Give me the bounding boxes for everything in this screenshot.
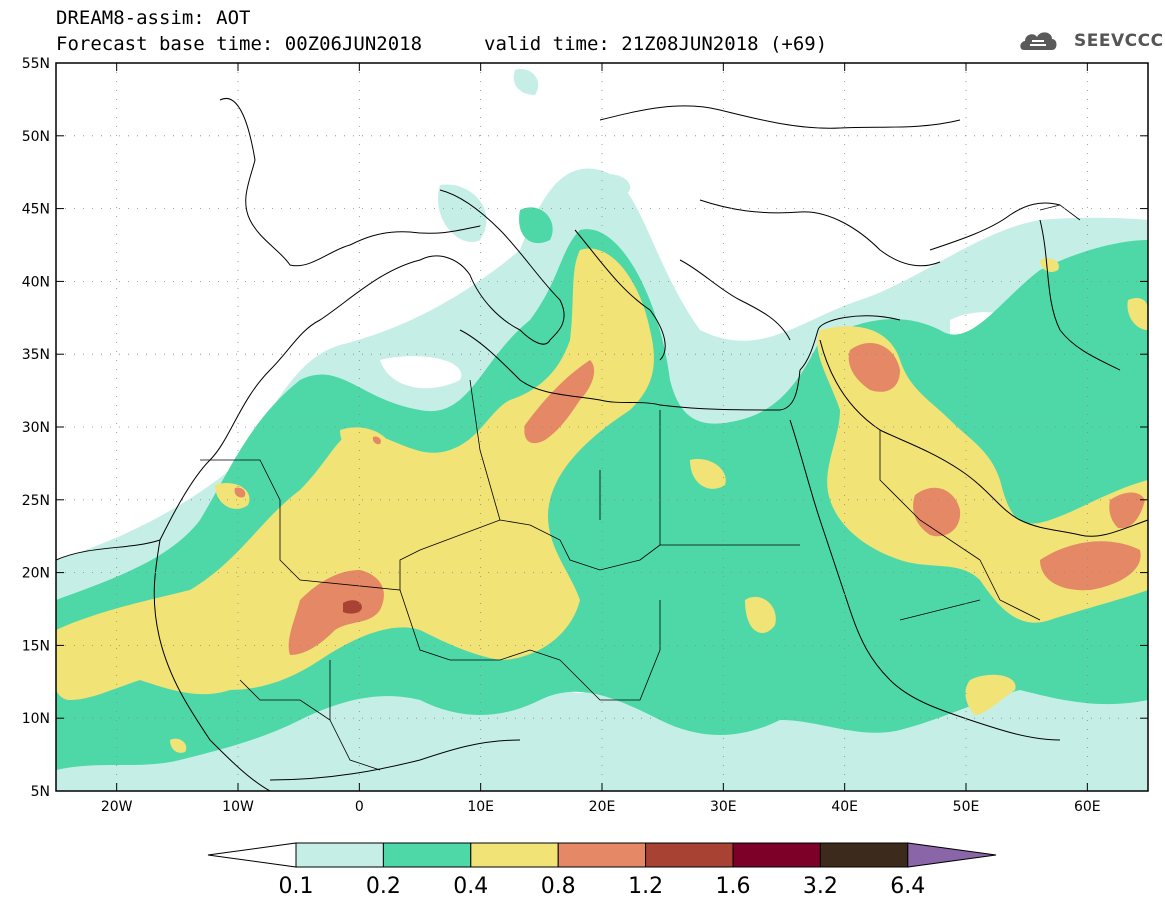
map-title: DREAM8-assim: AOT (56, 7, 251, 29)
cloud-icon (1020, 32, 1057, 50)
longitude-labels: 20W 10W 0 10E 20E 30E 40E 50E 60E (101, 799, 1101, 815)
colorbar-segment (732, 842, 821, 868)
lat-label: 15N (22, 638, 50, 654)
lon-label: 50E (953, 799, 980, 815)
lat-label: 55N (22, 56, 50, 72)
logo-text: SEEVCCC (1074, 31, 1164, 51)
colorbar-segment (382, 842, 472, 868)
lat-label: 5N (31, 784, 50, 800)
lat-label: 25N (22, 493, 50, 509)
lon-label: 20W (101, 799, 133, 815)
aot-field-0.8 (234, 342, 1145, 655)
lat-label: 30N (22, 420, 50, 436)
lat-label: 20N (22, 566, 50, 582)
colorbar-label: 6.4 (890, 874, 925, 899)
lon-label: 10W (222, 799, 254, 815)
colorbar-label: 0.2 (366, 874, 401, 899)
colorbar-segment (645, 842, 734, 868)
colorbar-label: 0.1 (279, 874, 314, 899)
lat-label: 10N (22, 711, 50, 727)
aot-field-1.2 (343, 600, 362, 614)
lon-label: 0 (355, 799, 364, 815)
colorbar-segment (295, 842, 384, 868)
colorbar-segment (819, 842, 909, 868)
lon-label: 10E (467, 799, 494, 815)
colorbar-over-arrow (907, 842, 997, 868)
colorbar-label: 0.4 (453, 874, 488, 899)
lon-label: 40E (831, 799, 858, 815)
lat-label: 40N (22, 274, 50, 290)
colorbar-label: 1.6 (716, 874, 751, 899)
lon-label: 60E (1074, 799, 1101, 815)
lon-label: 30E (710, 799, 737, 815)
graticule (56, 63, 1148, 791)
country-borders (200, 204, 1081, 771)
colorbar-label: 0.8 (541, 874, 576, 899)
lat-label: 50N (22, 129, 50, 145)
valid-time: valid time: 21Z08JUN2018 (+69) (484, 33, 828, 55)
colorbar-label: 1.2 (628, 874, 663, 899)
colorbar-segment (470, 842, 559, 868)
colorbar-under-arrow (207, 842, 297, 868)
colorbar-segment (557, 842, 647, 868)
lat-label: 45N (22, 202, 50, 218)
lon-label: 20E (589, 799, 616, 815)
forecast-base-time: Forecast base time: 00Z06JUN2018 (56, 33, 423, 55)
lat-label: 35N (22, 347, 50, 363)
axis-ticks (56, 62, 1148, 792)
latitude-labels: 55N 50N 45N 40N 35N 30N 25N 20N 15N 10N 5N (22, 56, 50, 800)
colorbar-label: 3.2 (803, 874, 838, 899)
coastlines (56, 97, 1148, 791)
